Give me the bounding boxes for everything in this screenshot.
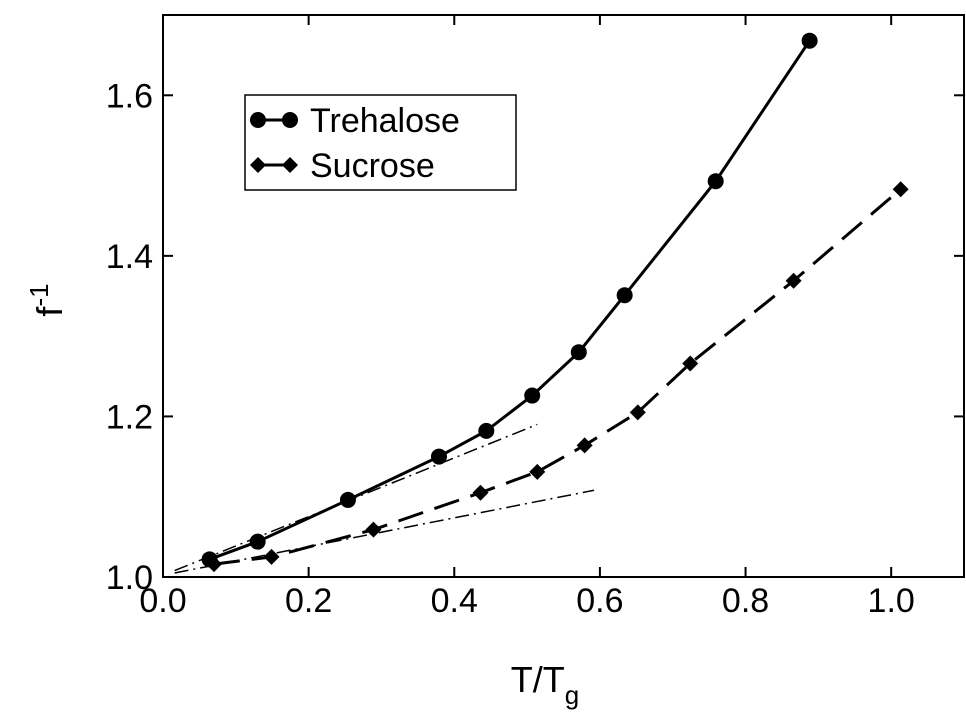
x-tick-label: 0.4 <box>431 582 478 620</box>
marker <box>892 181 909 198</box>
y-label-sup: -1 <box>24 283 54 306</box>
marker <box>250 112 266 128</box>
legend-label: Trehalose <box>310 102 460 140</box>
marker <box>707 173 724 190</box>
marker <box>785 272 802 289</box>
y-tick-label: 1.0 <box>106 559 153 597</box>
marker <box>529 463 546 480</box>
x-axis-label: T/Tg <box>511 659 579 710</box>
series-line <box>209 39 811 561</box>
y-tick-label: 1.4 <box>106 238 153 276</box>
y-label-base: f <box>29 306 70 317</box>
marker <box>205 556 222 573</box>
y-tick-label: 1.6 <box>106 77 153 115</box>
x-tick-label: 1.0 <box>868 582 915 620</box>
marker <box>629 404 646 421</box>
x-tick-label: 0.0 <box>139 582 186 620</box>
marker <box>570 344 587 361</box>
marker <box>478 422 495 439</box>
marker <box>576 437 593 454</box>
y-tick-label: 1.2 <box>106 398 153 436</box>
x-tick-label: 0.8 <box>722 582 769 620</box>
marker <box>282 112 298 128</box>
marker <box>250 157 266 173</box>
x-tick-label: 0.6 <box>576 582 623 620</box>
y-axis-label: f-1 <box>24 283 70 316</box>
marker <box>801 32 818 49</box>
marker <box>365 521 382 538</box>
marker <box>524 387 541 404</box>
marker <box>339 491 356 508</box>
marker <box>249 533 266 550</box>
marker <box>263 548 280 565</box>
series-line <box>213 188 902 566</box>
legend-box <box>244 94 517 191</box>
legend-label: Sucrose <box>310 147 435 185</box>
marker <box>472 484 489 501</box>
marker <box>682 355 699 372</box>
marker <box>282 157 298 173</box>
x-label-sub: g <box>565 680 579 710</box>
x-tick-label: 0.2 <box>285 582 332 620</box>
plot-frame <box>162 14 965 578</box>
marker <box>616 287 633 304</box>
marker <box>430 448 447 465</box>
fit-line <box>174 489 595 574</box>
x-label-base: T/T <box>511 659 565 700</box>
